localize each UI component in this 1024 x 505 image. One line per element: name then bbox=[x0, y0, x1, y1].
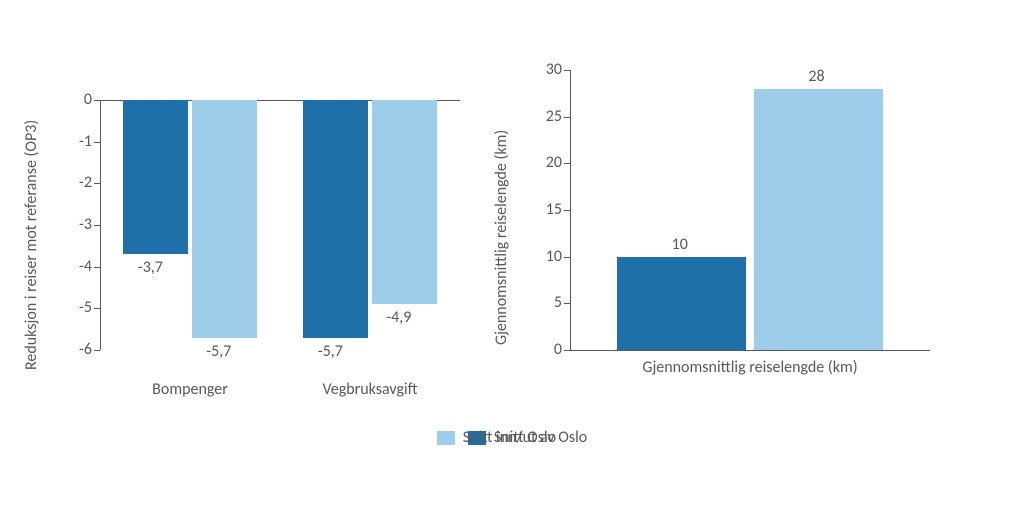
left-data-label: -4,9 bbox=[386, 308, 411, 327]
left-ytick-mark bbox=[94, 183, 100, 184]
left-bar bbox=[303, 100, 368, 338]
left-ytick-mark bbox=[94, 350, 100, 351]
right-bar bbox=[754, 89, 884, 350]
right-chart: Gjennomsnittlig reiselengde (km) 0 5 10 15 2… bbox=[530, 40, 950, 380]
left-ytick-label: -3 bbox=[66, 215, 92, 234]
left-bar bbox=[372, 100, 437, 304]
right-bar bbox=[617, 257, 747, 350]
legend-item-2: Snitt inn/ut av Oslo bbox=[437, 428, 587, 447]
left-ytick-mark bbox=[94, 267, 100, 268]
right-y-axis bbox=[570, 70, 571, 350]
left-data-label: -5,7 bbox=[206, 342, 231, 361]
legend-label-2: Snitt inn/ut av Oslo bbox=[463, 428, 587, 447]
left-category-label: Vegbruksavgift bbox=[280, 380, 460, 399]
left-ytick-label: 0 bbox=[66, 90, 92, 109]
right-ytick-label: 25 bbox=[536, 107, 562, 126]
right-ytick-mark bbox=[564, 350, 570, 351]
left-y-title: Reduksjon i reiser mot referanse (OP3) bbox=[22, 120, 41, 370]
right-ytick-label: 20 bbox=[536, 153, 562, 172]
left-bar bbox=[192, 100, 257, 338]
right-data-label: 10 bbox=[672, 235, 688, 254]
left-plot: 0-1-2-3-4-5-6 -3,7-5,7-5,7-4,9 Bompenger… bbox=[100, 100, 460, 350]
right-ytick-mark bbox=[564, 163, 570, 164]
right-ytick-label: 30 bbox=[536, 60, 562, 79]
right-category-label: Gjennomsnittlig reiselengde (km) bbox=[570, 358, 930, 377]
left-category-label: Bompenger bbox=[100, 380, 280, 399]
right-ytick-label: 0 bbox=[536, 340, 562, 359]
left-ytick-label: -2 bbox=[66, 173, 92, 192]
left-ytick-label: -5 bbox=[66, 298, 92, 317]
right-ytick-mark bbox=[564, 70, 570, 71]
right-data-label: 28 bbox=[808, 67, 824, 86]
left-bar bbox=[123, 100, 188, 254]
left-ytick-label: -4 bbox=[66, 257, 92, 276]
left-y-axis bbox=[100, 100, 101, 350]
right-y-title: Gjennomsnittlig reiselengde (km) bbox=[492, 130, 511, 345]
right-ytick-mark bbox=[564, 117, 570, 118]
left-ytick-label: -1 bbox=[66, 132, 92, 151]
left-data-label: -5,7 bbox=[318, 342, 343, 361]
right-ytick-mark bbox=[564, 210, 570, 211]
right-ytick-label: 15 bbox=[536, 200, 562, 219]
left-ytick-mark bbox=[94, 100, 100, 101]
right-ytick-label: 5 bbox=[536, 293, 562, 312]
right-ytick-mark bbox=[564, 257, 570, 258]
right-plot: 051015202530 1028 Gjennomsnittlig reisel… bbox=[570, 70, 930, 350]
left-ytick-mark bbox=[94, 142, 100, 143]
left-chart: Reduksjon i reiser mot referanse (OP3) 0… bbox=[60, 40, 480, 380]
right-ytick-mark bbox=[564, 303, 570, 304]
left-ytick-mark bbox=[94, 225, 100, 226]
left-ytick-mark bbox=[94, 308, 100, 309]
right-ytick-label: 10 bbox=[536, 247, 562, 266]
left-ytick-label: -6 bbox=[66, 340, 92, 359]
left-data-label: -3,7 bbox=[138, 258, 163, 277]
legend-swatch-2 bbox=[437, 431, 455, 445]
right-x-axis bbox=[570, 350, 930, 351]
